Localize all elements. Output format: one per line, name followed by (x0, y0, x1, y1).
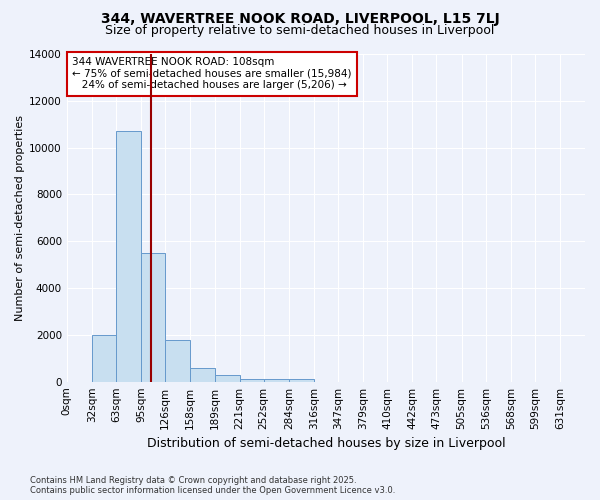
X-axis label: Distribution of semi-detached houses by size in Liverpool: Distribution of semi-detached houses by … (146, 437, 505, 450)
Bar (141, 253, 165, 382)
Text: Size of property relative to semi-detached houses in Liverpool: Size of property relative to semi-detach… (106, 24, 494, 37)
Y-axis label: Number of semi-detached properties: Number of semi-detached properties (15, 115, 25, 321)
Bar (165, 340, 190, 382)
Text: 344, WAVERTREE NOOK ROAD, LIVERPOOL, L15 7LJ: 344, WAVERTREE NOOK ROAD, LIVERPOOL, L15… (101, 12, 499, 26)
Bar (116, 131, 141, 382)
Bar (264, 380, 289, 382)
Bar (289, 380, 314, 382)
Bar (190, 368, 215, 382)
Bar (215, 374, 239, 382)
Bar (92, 335, 116, 382)
Bar (239, 378, 264, 382)
Text: 344 WAVERTREE NOOK ROAD: 108sqm
← 75% of semi-detached houses are smaller (15,98: 344 WAVERTREE NOOK ROAD: 108sqm ← 75% of… (72, 58, 352, 90)
Text: Contains HM Land Registry data © Crown copyright and database right 2025.
Contai: Contains HM Land Registry data © Crown c… (30, 476, 395, 495)
